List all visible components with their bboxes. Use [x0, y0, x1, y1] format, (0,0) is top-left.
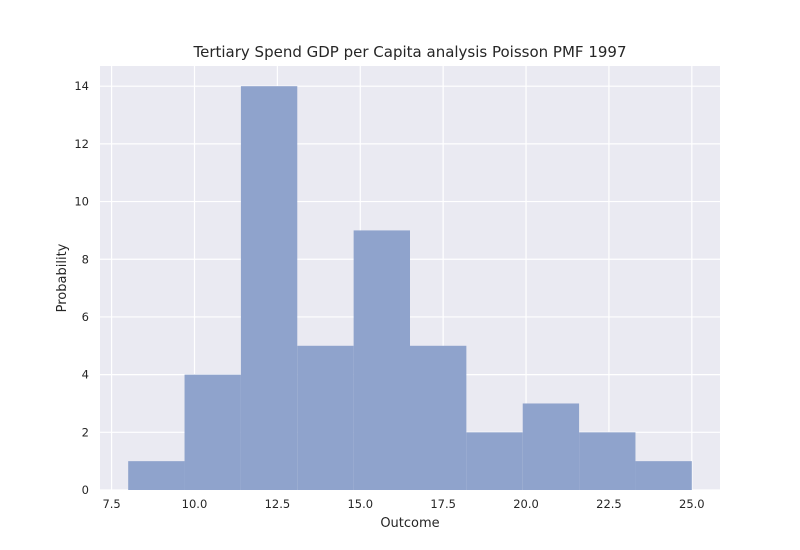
- y-tick-label: 2: [82, 425, 89, 439]
- histogram-bar: [353, 230, 410, 491]
- y-tick-label: 12: [74, 137, 89, 151]
- histogram-bar: [522, 403, 580, 490]
- y-tick-label: 14: [74, 79, 89, 93]
- histogram-bars: [128, 86, 692, 491]
- x-tick-label: 25.0: [679, 497, 705, 511]
- y-axis-label: Probability: [55, 243, 70, 312]
- chart-title: Tertiary Spend GDP per Capita analysis P…: [193, 43, 627, 61]
- histogram-bar: [184, 374, 241, 490]
- y-tick-label: 10: [74, 195, 89, 209]
- x-tick-label: 15.0: [347, 497, 373, 511]
- y-tick-label: 8: [82, 252, 89, 266]
- x-tick-label: 10.0: [182, 497, 208, 511]
- x-tick-label: 20.0: [513, 497, 539, 511]
- histogram-bar: [410, 345, 467, 490]
- y-tick-label: 6: [82, 310, 89, 324]
- histogram-bar: [128, 461, 185, 490]
- histogram-bar: [240, 86, 298, 490]
- y-tick-label: 4: [82, 368, 89, 382]
- x-tick-label: 7.5: [102, 497, 120, 511]
- histogram-bar: [635, 461, 692, 490]
- x-tick-labels: 7.5 10.0 12.5 15.0 17.5 20.0 22.5 25.0: [102, 497, 704, 511]
- x-tick-label: 22.5: [596, 497, 622, 511]
- x-tick-label: 12.5: [265, 497, 291, 511]
- histogram-bar: [579, 432, 636, 490]
- y-tick-labels: 0 2 4 6 8 10 12 14: [74, 79, 89, 497]
- y-tick-label: 0: [82, 483, 89, 497]
- histogram-bar: [466, 432, 523, 490]
- histogram-bar: [297, 345, 354, 490]
- x-tick-label: 17.5: [430, 497, 456, 511]
- x-axis-label: Outcome: [380, 516, 439, 531]
